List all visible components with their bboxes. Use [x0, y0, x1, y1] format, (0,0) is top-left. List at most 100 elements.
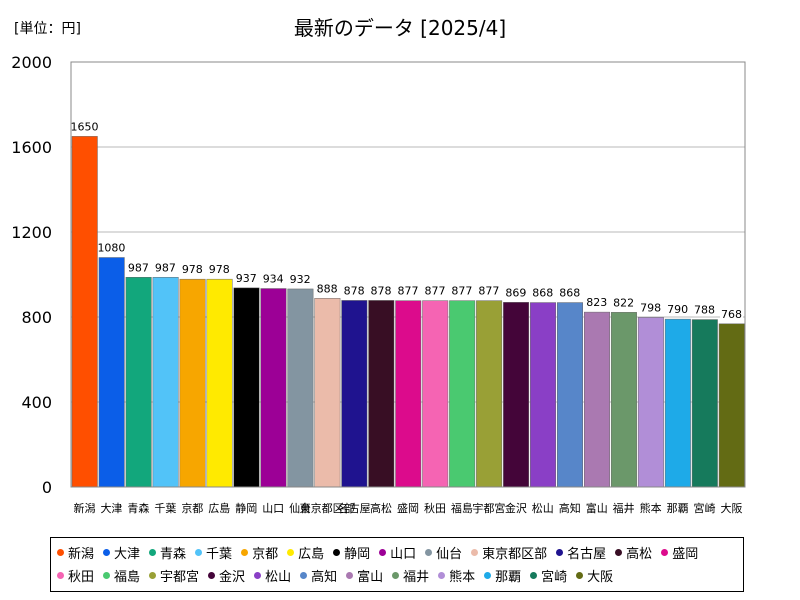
legend-label: 東京都区部: [482, 547, 548, 562]
data-label: 878: [371, 284, 392, 297]
data-label-bg: [639, 299, 663, 315]
legend-label: 盛岡: [672, 547, 699, 562]
data-label-bg: [531, 284, 555, 300]
legend-item: 大阪: [576, 564, 613, 587]
data-label-bg: [234, 269, 258, 285]
bar-千葉: [152, 277, 179, 488]
data-label-bg: [342, 282, 366, 298]
data-label: 978: [209, 263, 230, 276]
legend-marker: [254, 572, 262, 579]
legend-item: 山口: [379, 541, 416, 564]
x-tick-label: 静岡: [235, 501, 257, 515]
data-label-bg: [99, 239, 123, 255]
legend-marker: [149, 572, 157, 579]
legend-marker: [615, 549, 623, 556]
data-label-bg: [153, 259, 177, 275]
bar-新潟: [71, 136, 98, 488]
bar-松山: [530, 302, 557, 488]
x-tick-label: 広島: [208, 501, 230, 515]
legend-item: 広島: [287, 541, 324, 564]
legend-item: 京都: [241, 541, 278, 564]
x-tick-label: 東京都区部: [300, 501, 355, 515]
legend-item: 青森: [149, 541, 186, 564]
legend-item: 宇都宮: [149, 564, 199, 587]
data-label: 932: [290, 273, 311, 286]
x-tick-label: 金沢: [505, 501, 527, 515]
y-tick-label: 1200: [11, 223, 52, 242]
x-tick-label: 富山: [586, 501, 608, 515]
legend-label: 高松: [626, 547, 653, 562]
x-tick-label: 京都: [181, 501, 203, 515]
y-tick-label: 800: [21, 308, 52, 327]
y-tick-label: 1600: [11, 138, 52, 157]
data-label: 868: [532, 287, 553, 300]
legend-item: 新潟: [57, 541, 94, 564]
legend-marker: [57, 572, 64, 579]
legend-marker: [103, 572, 111, 579]
bar-仙台: [287, 288, 314, 488]
legend-marker: [333, 549, 341, 556]
legend-label: 広島: [298, 547, 325, 562]
legend-marker: [471, 549, 479, 556]
x-tick-label: 熊本: [640, 501, 662, 515]
legend-item: 名古屋: [556, 541, 606, 564]
data-label: 868: [559, 287, 580, 300]
legend-label: 金沢: [219, 570, 246, 585]
bar-宮崎: [691, 319, 718, 488]
legend-label: 仙台: [436, 547, 463, 562]
data-label: 888: [317, 282, 338, 295]
data-label: 1650: [70, 120, 98, 133]
legend-item: 富山: [346, 564, 383, 587]
data-label: 798: [640, 301, 661, 314]
x-tick-label: 大津: [100, 501, 122, 515]
legend-marker: [530, 572, 538, 579]
x-tick-label: 宇都宮: [472, 501, 505, 515]
legend-marker: [392, 572, 400, 579]
x-tick-label: 名古屋: [338, 501, 371, 515]
y-tick-label: 0: [42, 478, 52, 497]
data-label: 978: [182, 263, 203, 276]
data-label: 937: [236, 272, 257, 285]
x-tick-label: 福井: [613, 501, 635, 515]
legend-item: 秋田: [57, 564, 94, 587]
data-label-bg: [180, 261, 204, 277]
data-label-bg: [666, 301, 690, 317]
legend-label: 福井: [403, 570, 430, 585]
legend-item: 那覇: [484, 564, 521, 587]
bar-広島: [206, 278, 233, 488]
x-tick-label: 盛岡: [397, 501, 419, 515]
y-tick-label: 400: [21, 393, 52, 412]
legend-item: 高知: [300, 564, 337, 587]
legend-marker: [300, 572, 308, 579]
data-label-bg: [369, 282, 393, 298]
data-label-bg: [315, 280, 339, 296]
x-tick-label: 大阪: [721, 501, 743, 515]
data-label: 1080: [97, 242, 125, 255]
legend: 新潟 大津 青森 千葉 京都 広島 静岡 山口 仙台 東京都区部 名古屋 高松 盛岡 秋田 福島 宇都宮 金沢 松…: [50, 537, 744, 592]
bar-秋田: [422, 300, 449, 488]
legend-label: 宇都宮: [160, 570, 200, 585]
data-label: 869: [505, 286, 526, 299]
x-tick-label: 青森: [127, 501, 149, 515]
plot-frame: [70, 61, 746, 488]
legend-item: 熊本: [438, 564, 475, 587]
bar-熊本: [637, 317, 664, 488]
data-label: 934: [263, 273, 284, 286]
data-label: 822: [613, 296, 634, 309]
legend-item: 高松: [615, 541, 652, 564]
data-label-bg: [207, 261, 231, 277]
bar-富山: [583, 311, 610, 488]
x-tick-label: 宮崎: [694, 501, 716, 515]
bar-高松: [368, 300, 395, 488]
bar-大阪: [718, 323, 745, 488]
legend-label: 高知: [311, 570, 338, 585]
legend-item: 静岡: [333, 541, 370, 564]
legend-label: 山口: [390, 547, 417, 562]
legend-label: 新潟: [68, 547, 95, 562]
x-tick-label: 那覇: [667, 502, 689, 515]
bar-福井: [610, 312, 637, 488]
data-label-bg: [261, 270, 285, 286]
legend-marker: [57, 549, 64, 556]
data-label-bg: [450, 282, 474, 298]
legend-label: 青森: [160, 547, 187, 562]
